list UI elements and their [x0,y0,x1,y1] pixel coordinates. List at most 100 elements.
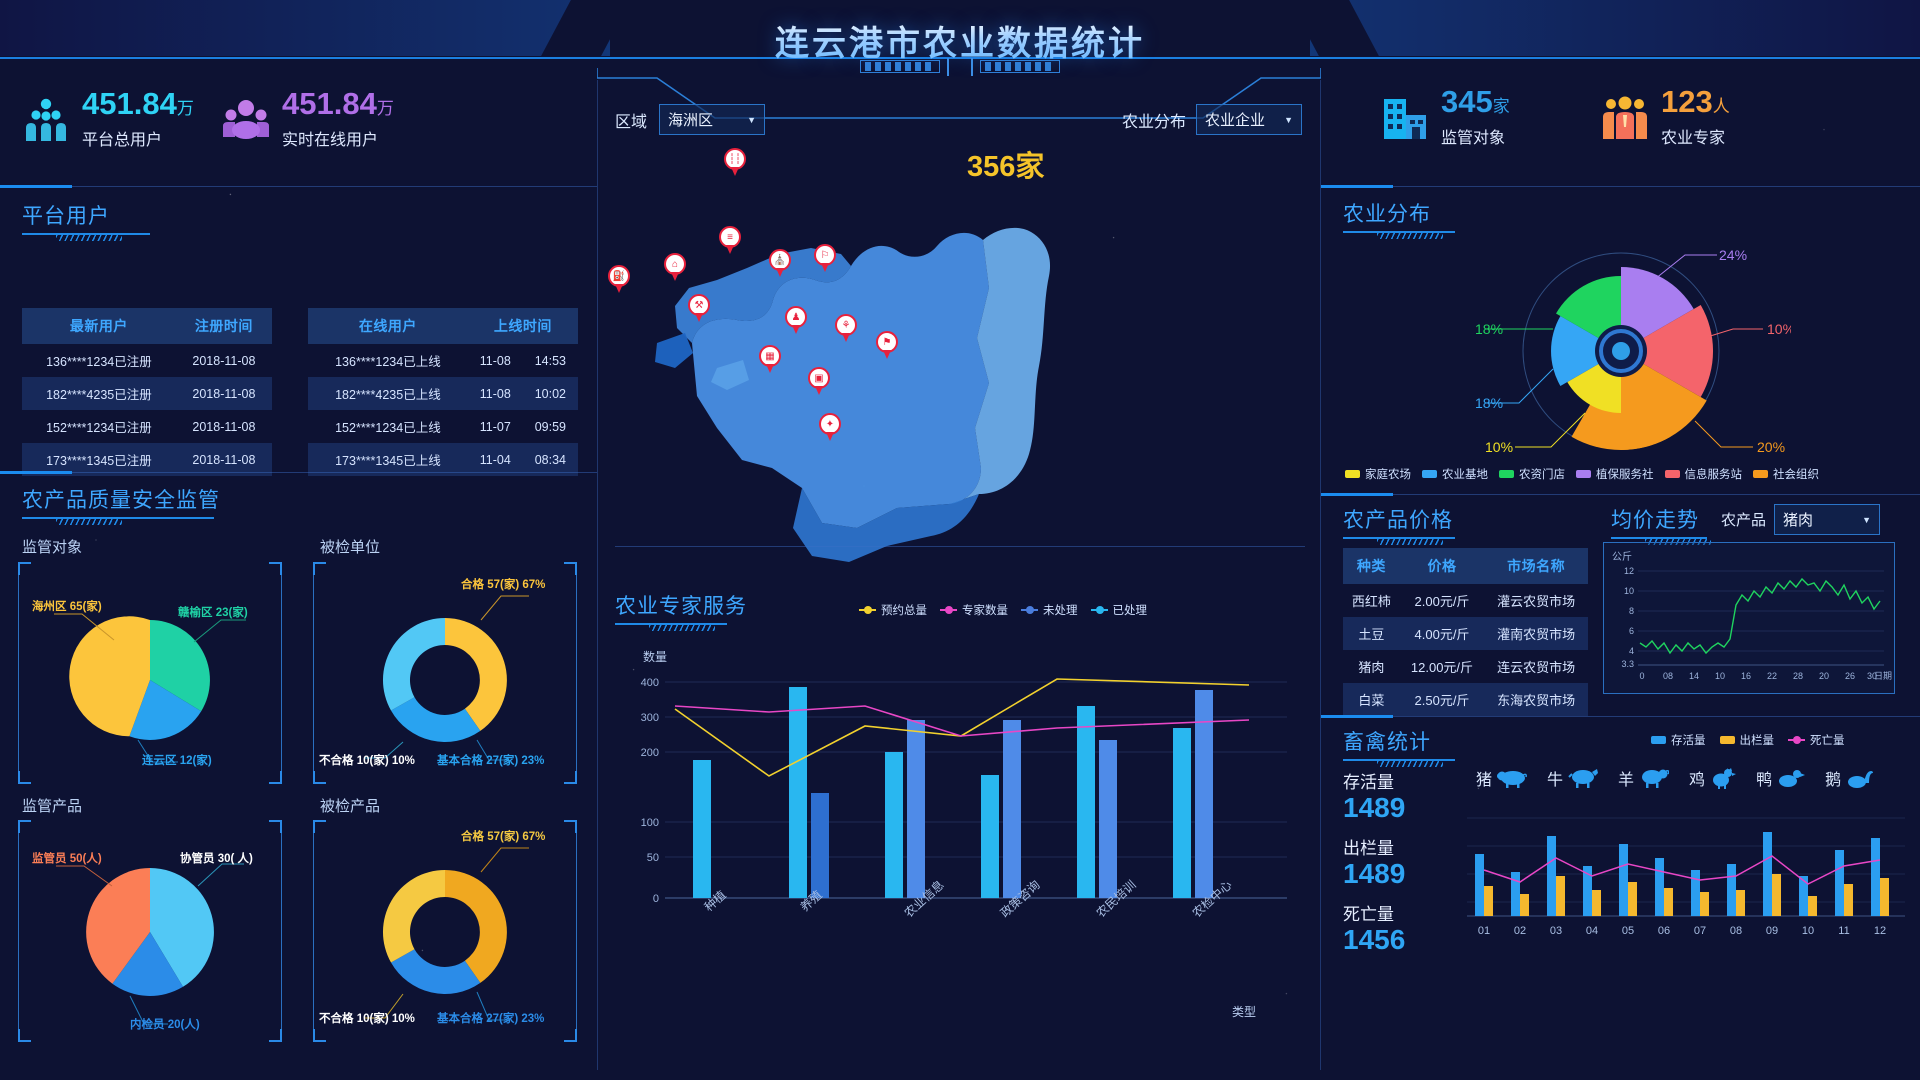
table-row[interactable]: 173****1345已上线 11-04 08:34 [308,443,578,476]
color-swatch [1345,470,1360,478]
legend-item[interactable]: 农资门店 [1499,466,1565,482]
table-row[interactable]: 182****4235已注册 2018-11-08 [22,377,272,410]
home-icon: ⌂ [664,253,686,275]
section-header-prices: 农产品价格 [1343,504,1455,545]
legend-item[interactable]: 出栏量 [1719,732,1774,748]
pie-label-lianyun: 连云区 12(家) [142,755,212,767]
color-swatch [1753,470,1768,478]
map-marker-factory[interactable]: ⛽ [608,265,630,293]
livestock-chart[interactable]: 01 02 03 04 05 06 07 08 09 10 11 12 [1461,798,1911,948]
legend-item[interactable]: 已处理 [1090,602,1147,618]
expert-service-chart[interactable]: 400 300 200 100 50 0 [617,668,1307,998]
table-header-row: 种类 价格 市场名称 [1343,548,1588,584]
cell-date: 11-04 [467,443,523,476]
section-title: 畜禽统计 [1343,731,1431,754]
map-marker-home[interactable]: ⌂ [664,253,686,281]
legend-item[interactable]: 死亡量 [1788,732,1845,748]
line-swatch [1788,736,1805,744]
donut-label-pass: 合格 57(家) 67% [461,831,546,843]
animal-goose[interactable]: 鹅 [1825,766,1874,790]
table-row[interactable]: 西红柿 2.00元/斤 灌云农贸市场 [1343,584,1588,617]
section-header-expert-service: 农业专家服务 [615,590,747,631]
app-header [0,0,1920,66]
pig-icon [1497,771,1527,788]
section-header-agri-dist: 农业分布 [1343,198,1455,239]
legend-item[interactable]: 社会组织 [1753,466,1819,482]
animal-pig[interactable]: 猪 [1476,766,1527,790]
chart-inspected-units[interactable]: 合格 57(家) 67% 基本合格 27(家) 23% 不合格 10(家) 10… [313,562,577,784]
section-divider [1321,715,1920,718]
legend-item[interactable]: 信息服务站 [1664,466,1742,482]
cell-date: 11-08 [479,353,511,368]
agri-distribution-chart[interactable]: 24% 10% 20% 10% 18% 18% [1451,226,1791,476]
page-title: 连云港市农业数据统计 [0,16,1920,65]
bag-icon: ▣ [808,367,830,389]
animal-sheep[interactable]: 羊 [1618,766,1670,790]
table-row[interactable]: 136****1234已上线 11-08 14:53 [308,344,578,377]
color-swatch [1576,470,1591,478]
legend-item[interactable]: 农业基地 [1422,466,1488,482]
donut-label-fail: 不合格 10(家) 10% [319,755,415,767]
map-marker-flag-2[interactable]: ⚑ [876,331,898,359]
table-row[interactable]: 182****4235已上线 11-08 10:02 [308,377,578,410]
map-marker-person[interactable]: ♟ [785,306,807,334]
table-row[interactable]: 152****1234已注册 2018-11-08 [22,410,272,443]
table-row[interactable]: 土豆 4.00元/斤 灌南农贸市场 [1343,617,1588,650]
map-marker-barn[interactable]: ⛪ [769,249,791,277]
legend-item[interactable]: 预约总量 [859,602,927,618]
distribution-select-value: 农业企业 [1205,112,1266,129]
flag-icon: ⚐ [814,244,836,266]
cell-market: 灌南农贸市场 [1484,617,1588,650]
cell-user: 173****1345已上线 [308,443,468,476]
region-label: 区域 [615,113,648,131]
stat-label: 存活量 [1343,773,1394,792]
map-marker-plant[interactable]: ⚘ [835,314,857,342]
legend-item[interactable]: 家庭农场 [1345,466,1411,482]
map-marker-leaf[interactable]: ✦ [819,413,841,441]
animal-cow[interactable]: 牛 [1547,766,1599,790]
kpi-agri-experts: 123人 农业专家 [1601,86,1730,148]
kpi-unit: 家 [1492,97,1510,116]
animal-chicken[interactable]: 鸡 [1689,766,1737,790]
legend-item[interactable]: 存活量 [1651,732,1706,748]
region-map[interactable] [597,128,1320,578]
subtitle-inspected-products: 被检产品 [320,798,381,815]
cell-date: 11-08 [467,377,523,410]
legend-item[interactable]: 未处理 [1021,602,1078,618]
cell-market: 灌云农贸市场 [1497,594,1576,609]
animal-duck[interactable]: 鸭 [1756,766,1806,790]
chart-supervised-products[interactable]: 监管员 50(人) 协管员 30( 人) 内检员 20(人) [18,820,282,1042]
map-marker-bag[interactable]: ▣ [808,367,830,395]
map-marker-wheat[interactable]: ┆┆ [724,148,746,176]
legend-item[interactable]: 植保服务社 [1576,466,1654,482]
left-panel: 451.84万 平台总用户 451.84万 实时在线用户 平台用户 最新用户 [0,68,597,1080]
table-row[interactable]: 猪肉 12.00元/斤 连云农贸市场 [1343,650,1588,683]
svg-text:03: 03 [1550,925,1562,937]
table-row[interactable]: 152****1234已上线 11-07 09:59 [308,410,578,443]
svg-text:300: 300 [641,712,659,724]
table-row[interactable]: 白菜 2.50元/斤 东海农贸市场 [1343,683,1588,716]
subtitle-supervised-products: 监管产品 [22,798,83,815]
table-row[interactable]: 173****1345已注册 2018-11-08 [22,443,272,476]
map-marker-grain[interactable]: ≡ [719,226,741,254]
kpi-value: 451.84 [82,86,177,121]
distribution-select[interactable]: 农业企业 ▼ [1196,104,1302,135]
region-select[interactable]: 海洲区 ▼ [659,104,766,135]
legend-label: 植保服务社 [1596,469,1654,481]
legend-item[interactable]: 专家数量 [940,602,1008,618]
wheat-icon: ┆┆ [724,148,746,170]
map-marker-flag-1[interactable]: ⚐ [814,244,836,272]
kpi-label: 平台总用户 [82,132,163,149]
trend-chart-frame[interactable]: 公斤 12 10 8 6 4 3.3 0 08 14 [1603,542,1895,694]
chart-supervised-objects[interactable]: 海州区 65(家) 赣榆区 23(家) 连云区 12(家) [18,562,282,784]
cell-kind: 西红柿 [1351,594,1391,609]
table-row[interactable]: 136****1234已注册 2018-11-08 [22,344,272,377]
map-marker-tractor[interactable]: ⚒ [688,294,710,322]
rose-label-family-farm: 10% [1485,439,1513,455]
trend-product-select[interactable]: 猪肉 ▼ [1774,504,1881,535]
chart-inspected-products[interactable]: 合格 57(家) 67% 基本合格 27(家) 23% 不合格 10(家) 10… [313,820,577,1042]
cell-time: 2018-11-08 [192,419,256,434]
users-group-icon [26,98,66,141]
kpi-value: 451.84 [282,86,377,121]
map-marker-store[interactable]: ▦ [759,345,781,373]
